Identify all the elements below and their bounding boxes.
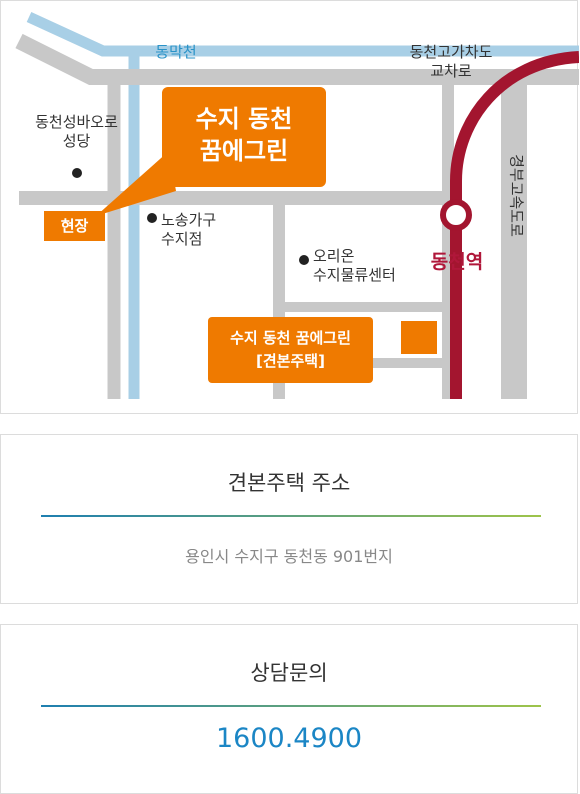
address-divider — [41, 515, 541, 517]
model-house-location-marker — [401, 321, 437, 354]
contact-title: 상담문의 — [250, 661, 328, 685]
label-cathedral: 동천성바오로 성당 — [35, 113, 118, 150]
label-nosong: 노송가구 수지점 — [161, 211, 217, 248]
address-section: 견본주택 주소 용인시 수지구 동천동 901번지 — [0, 434, 578, 604]
contact-divider — [41, 705, 541, 707]
callout-site-tag: 현장 — [44, 211, 105, 241]
callout-model-house: 수지 동천 꿈에그린 [견본주택] — [208, 317, 373, 383]
label-dongcheon-station: 동천역 — [430, 251, 484, 273]
label-dongmakcheon: 동막천 — [155, 43, 197, 61]
map-roads — [15, 12, 579, 399]
station-marker — [440, 199, 472, 231]
poi-marker-orion — [299, 255, 309, 265]
contact-section: 상담문의 1600.4900 — [0, 624, 578, 794]
callout-complex-name: 수지 동천 꿈에그린 — [162, 87, 326, 187]
address-title: 견본주택 주소 — [227, 471, 351, 495]
location-map: 동막천 동천고가차도 교차로 경부고속도로 동천성바오로 성당 노송가구 수지점… — [0, 0, 579, 414]
contact-phone[interactable]: 1600.4900 — [215, 723, 362, 754]
label-dongcheon-interchange: 동천고가차도 교차로 — [409, 43, 493, 80]
road-north — [15, 33, 579, 85]
callout-pointer — [96, 151, 176, 216]
address-value: 용인시 수지구 동천동 901번지 — [185, 547, 393, 566]
poi-marker-cathedral — [72, 168, 82, 178]
subway-line — [450, 51, 579, 399]
stream-dongmakcheon — [26, 12, 579, 57]
label-gyeongbu-expressway: 경부고속도로 — [507, 154, 526, 237]
label-orion: 오리온 수지물류센터 — [313, 247, 396, 284]
poi-marker-nosong — [147, 213, 157, 223]
